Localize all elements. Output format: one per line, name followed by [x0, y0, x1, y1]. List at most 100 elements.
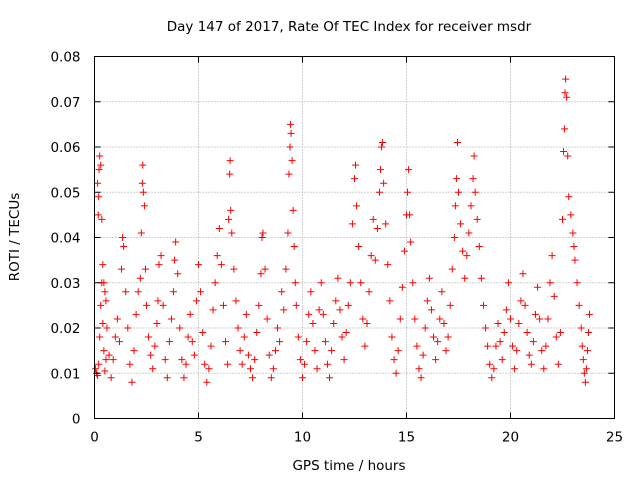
- data-point: [289, 206, 297, 214]
- data-point: [201, 360, 209, 368]
- data-point: [94, 211, 102, 219]
- data-point: [455, 188, 462, 196]
- x-tick-label: 15: [398, 430, 415, 446]
- data-point: [138, 179, 146, 187]
- y-axis-label: ROTI / TECUs: [7, 193, 23, 281]
- y-tick-label: 0.03: [50, 276, 80, 292]
- data-point: [546, 279, 554, 287]
- data-point: [197, 288, 205, 296]
- data-point: [531, 310, 539, 318]
- data-point: [207, 342, 215, 350]
- data-point: [461, 274, 469, 282]
- data-point: [307, 288, 315, 296]
- y-tick-label: 0.05: [50, 185, 80, 201]
- data-point: [269, 365, 277, 373]
- data-point: [444, 333, 452, 341]
- data-point: [238, 360, 246, 368]
- data-point: [365, 288, 373, 296]
- data-point: [527, 360, 535, 368]
- data-point: [258, 234, 266, 241]
- data-point: [182, 360, 190, 368]
- data-point: [274, 324, 282, 332]
- data-point: [95, 166, 103, 174]
- data-point: [475, 243, 483, 251]
- data-point: [479, 301, 487, 309]
- data-point: [154, 297, 162, 305]
- data-point: [434, 338, 442, 346]
- data-point: [386, 297, 394, 305]
- data-point: [344, 301, 352, 309]
- data-point: [199, 329, 207, 337]
- data-point: [109, 356, 117, 364]
- data-point: [267, 374, 275, 382]
- data-point: [436, 315, 444, 323]
- data-point: [492, 342, 500, 350]
- data-point: [155, 261, 163, 269]
- data-point: [519, 270, 527, 278]
- data-point: [477, 274, 485, 282]
- data-point: [97, 161, 105, 169]
- data-point: [373, 224, 381, 232]
- data-point: [556, 329, 564, 337]
- data-point: [569, 229, 577, 237]
- data-point: [107, 374, 115, 382]
- data-point: [205, 365, 213, 373]
- data-point: [513, 347, 521, 355]
- data-point: [353, 202, 361, 210]
- data-point: [561, 125, 569, 133]
- data-point: [562, 75, 570, 83]
- data-point: [450, 234, 458, 241]
- data-point: [192, 297, 200, 305]
- data-point: [184, 333, 192, 341]
- data-point: [561, 89, 569, 97]
- data-point: [482, 324, 490, 332]
- data-point: [432, 356, 440, 364]
- data-point: [226, 170, 234, 178]
- y-tick-label: 0.01: [50, 366, 80, 382]
- data-point: [95, 360, 103, 368]
- data-point: [276, 338, 284, 346]
- data-point: [103, 324, 111, 332]
- data-point: [440, 319, 448, 327]
- data-point: [521, 301, 529, 309]
- data-point: [398, 283, 406, 291]
- y-tick-label: 0.08: [50, 50, 80, 66]
- data-point: [565, 193, 573, 201]
- data-point: [100, 347, 108, 355]
- data-point: [396, 315, 404, 323]
- data-point: [411, 315, 419, 323]
- data-point: [473, 215, 481, 223]
- y-tick-label: 0: [72, 412, 81, 428]
- data-point: [542, 342, 550, 350]
- data-point: [469, 175, 477, 183]
- data-point: [230, 265, 238, 273]
- data-point: [249, 374, 257, 382]
- data-point: [234, 324, 242, 332]
- data-point: [534, 283, 542, 291]
- data-point: [120, 243, 128, 251]
- data-point: [278, 288, 286, 296]
- data-point: [296, 356, 304, 364]
- data-point: [334, 274, 342, 282]
- data-point: [163, 374, 171, 382]
- data-point: [523, 329, 531, 337]
- data-point: [425, 274, 433, 282]
- data-point: [486, 360, 494, 368]
- data-point: [215, 224, 223, 232]
- data-point: [407, 238, 415, 246]
- data-point: [559, 215, 566, 223]
- data-point: [161, 356, 169, 364]
- data-point: [176, 324, 184, 332]
- data-point: [415, 365, 423, 373]
- data-point: [377, 166, 384, 174]
- data-point: [140, 202, 148, 210]
- data-point: [151, 342, 159, 350]
- data-point: [575, 301, 583, 309]
- data-point: [417, 374, 425, 382]
- data-point: [224, 360, 232, 368]
- data-point: [406, 211, 414, 219]
- data-point: [174, 270, 182, 278]
- data-point: [400, 247, 408, 255]
- data-point: [263, 315, 271, 323]
- data-point: [303, 338, 311, 346]
